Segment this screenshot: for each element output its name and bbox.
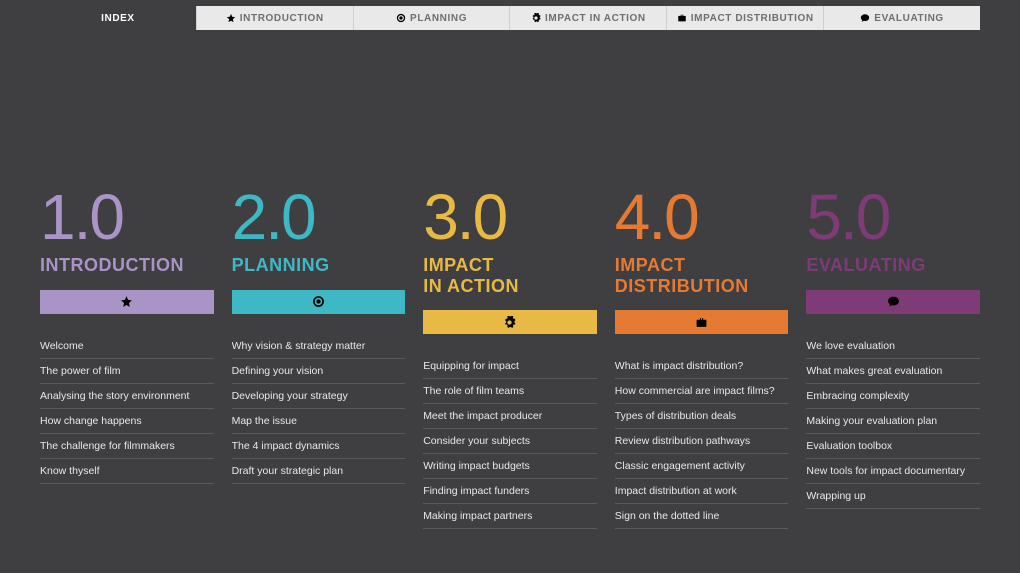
section-item[interactable]: Welcome (40, 334, 214, 359)
section-item[interactable]: Consider your subjects (423, 429, 597, 454)
section-item[interactable]: What makes great evaluation (806, 359, 980, 384)
section-item[interactable]: Finding impact funders (423, 479, 597, 504)
target-icon (396, 13, 406, 23)
star-icon (226, 13, 236, 23)
index-columns: 1.0 INTRODUCTION WelcomeThe power of filmA… (0, 30, 1020, 529)
section-column: 1.0 INTRODUCTION WelcomeThe power of filmA… (40, 185, 214, 529)
section-item[interactable]: Evaluation toolbox (806, 434, 980, 459)
section-column: 5.0 EVALUATING We love evaluationWhat make… (806, 185, 980, 529)
section-item[interactable]: Types of distribution deals (615, 404, 789, 429)
section-bar[interactable] (232, 290, 406, 314)
target-icon (312, 295, 325, 308)
tab-impact-distribution[interactable]: IMPACT DISTRIBUTION (667, 6, 824, 30)
section-item[interactable]: Review distribution pathways (615, 429, 789, 454)
briefcase-icon (677, 13, 687, 23)
tab-planning[interactable]: PLANNING (354, 6, 511, 30)
section-item[interactable]: Wrapping up (806, 484, 980, 509)
section-items: Equipping for impactThe role of film tea… (423, 354, 597, 529)
section-item[interactable]: Developing your strategy (232, 384, 406, 409)
section-items: We love evaluationWhat makes great evalu… (806, 334, 980, 509)
section-bar[interactable] (423, 310, 597, 334)
section-item[interactable]: What is impact distribution? (615, 354, 789, 379)
section-item[interactable]: How commercial are impact films? (615, 379, 789, 404)
section-item[interactable]: Impact distribution at work (615, 479, 789, 504)
section-item[interactable]: Classic engagement activity (615, 454, 789, 479)
section-item[interactable]: Why vision & strategy matter (232, 334, 406, 359)
section-number: 3.0 (423, 185, 597, 249)
section-title: IMPACT DISTRIBUTION (615, 255, 789, 296)
tab-label: IMPACT DISTRIBUTION (691, 13, 814, 24)
section-number: 2.0 (232, 185, 406, 249)
section-item[interactable]: Making impact partners (423, 504, 597, 529)
section-title: EVALUATING (806, 255, 980, 276)
section-item[interactable]: Meet the impact producer (423, 404, 597, 429)
section-items: WelcomeThe power of filmAnalysing the st… (40, 334, 214, 484)
section-bar[interactable] (40, 290, 214, 314)
section-item[interactable]: Draft your strategic plan (232, 459, 406, 484)
section-items: Why vision & strategy matterDefining you… (232, 334, 406, 484)
section-item[interactable]: The role of film teams (423, 379, 597, 404)
tab-label: EVALUATING (874, 13, 944, 24)
section-item[interactable]: Writing impact budgets (423, 454, 597, 479)
gear-icon (531, 13, 541, 23)
section-item[interactable]: The 4 impact dynamics (232, 434, 406, 459)
speech-icon (860, 13, 870, 23)
tab-label: PLANNING (410, 13, 467, 24)
tab-label: IMPACT IN ACTION (545, 13, 646, 24)
section-item[interactable]: How change happens (40, 409, 214, 434)
section-item[interactable]: We love evaluation (806, 334, 980, 359)
section-item[interactable]: Map the issue (232, 409, 406, 434)
section-number: 1.0 (40, 185, 214, 249)
section-bar[interactable] (806, 290, 980, 314)
briefcase-icon (695, 316, 708, 329)
section-item[interactable]: New tools for impact documentary (806, 459, 980, 484)
section-item[interactable]: Embracing complexity (806, 384, 980, 409)
section-item[interactable]: Know thyself (40, 459, 214, 484)
section-item[interactable]: The challenge for filmmakers (40, 434, 214, 459)
speech-icon (887, 295, 900, 308)
section-item[interactable]: Sign on the dotted line (615, 504, 789, 529)
tab-label: INTRODUCTION (240, 13, 324, 24)
section-bar[interactable] (615, 310, 789, 334)
section-item[interactable]: Defining your vision (232, 359, 406, 384)
tab-evaluating[interactable]: EVALUATING (824, 6, 980, 30)
tab-introduction[interactable]: INTRODUCTION (197, 6, 354, 30)
top-nav: INDEX INTRODUCTION PLANNING IMPACT IN AC… (0, 0, 1020, 30)
section-item[interactable]: Analysing the story environment (40, 384, 214, 409)
section-items: What is impact distribution?How commerci… (615, 354, 789, 529)
star-icon (120, 295, 133, 308)
tab-label: INDEX (101, 13, 135, 24)
section-title: INTRODUCTION (40, 255, 214, 276)
section-title: PLANNING (232, 255, 406, 276)
tab-impact-in-action[interactable]: IMPACT IN ACTION (510, 6, 667, 30)
section-column: 4.0 IMPACT DISTRIBUTION What is impact dis… (615, 185, 789, 529)
section-title: IMPACT IN ACTION (423, 255, 597, 296)
tab-index[interactable]: INDEX (40, 6, 197, 30)
gear-icon (503, 316, 516, 329)
section-item[interactable]: The power of film (40, 359, 214, 384)
section-number: 4.0 (615, 185, 789, 249)
section-item[interactable]: Making your evaluation plan (806, 409, 980, 434)
section-column: 2.0PLANNINGWhy vision & strategy matterD… (232, 185, 406, 529)
section-number: 5.0 (806, 185, 980, 249)
section-item[interactable]: Equipping for impact (423, 354, 597, 379)
section-column: 3.0 IMPACT IN ACTION Equipping for impactT… (423, 185, 597, 529)
